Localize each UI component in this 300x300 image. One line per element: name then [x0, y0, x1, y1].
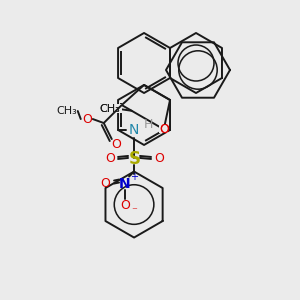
Text: +: +	[130, 172, 138, 182]
Text: N: N	[119, 176, 131, 190]
Text: CH₃: CH₃	[99, 104, 120, 114]
FancyBboxPatch shape	[159, 125, 168, 133]
Text: O: O	[154, 152, 164, 166]
FancyBboxPatch shape	[98, 104, 122, 113]
Text: O: O	[111, 137, 121, 151]
Text: O: O	[100, 177, 110, 190]
Text: H: H	[143, 118, 153, 131]
Text: CH₃: CH₃	[56, 106, 77, 116]
Text: O: O	[82, 112, 92, 125]
Text: CH₃: CH₃	[99, 104, 120, 114]
Text: O: O	[105, 152, 115, 166]
Text: ⁻: ⁻	[131, 206, 137, 217]
Text: O: O	[159, 123, 169, 136]
Text: N: N	[129, 123, 139, 137]
Text: S: S	[129, 150, 141, 168]
Text: O: O	[159, 123, 169, 136]
Text: O: O	[120, 199, 130, 212]
